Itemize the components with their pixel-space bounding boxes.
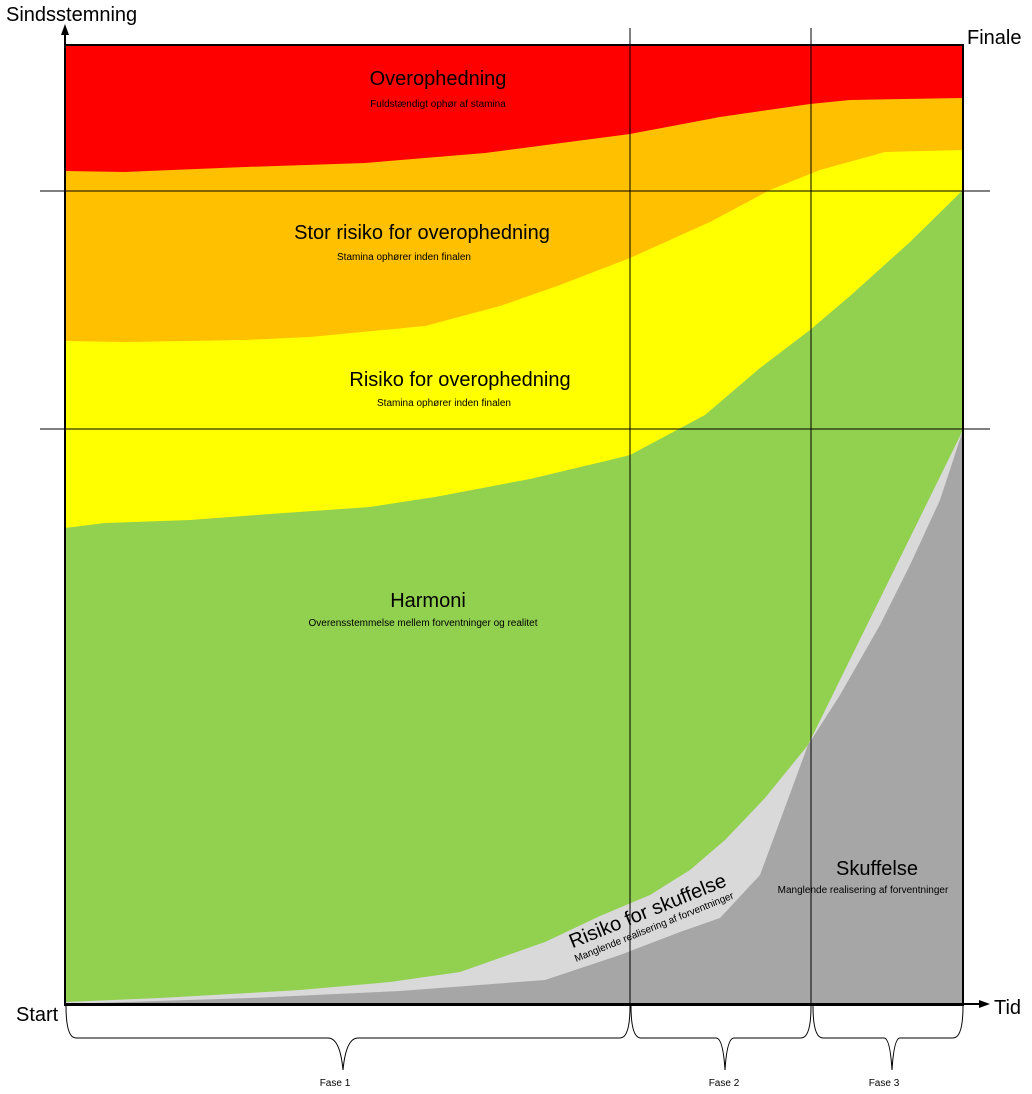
phase-label-2: Fase 2 xyxy=(709,1078,740,1089)
finale-label: Finale xyxy=(967,27,1021,49)
zone-skuffelse-subtitle: Manglende realisering af forventninger xyxy=(778,885,949,896)
zone-skuffelse-area xyxy=(65,430,963,1005)
zone-overophedning-subtitle: Fuldstændigt ophør af stamina xyxy=(370,99,506,110)
y-axis-arrowhead-icon xyxy=(61,24,69,35)
phase-brace-2 xyxy=(630,1005,812,1071)
start-label: Start xyxy=(16,1004,59,1026)
zone-skuffelse-title: Skuffelse xyxy=(836,858,918,880)
zone-risiko-overophedning-subtitle: Stamina ophører inden finalen xyxy=(377,398,511,409)
zone-overophedning-title: Overophedning xyxy=(370,68,507,90)
zone-harmoni-area xyxy=(65,190,963,1005)
x-axis-label: Tid xyxy=(994,997,1021,1019)
zone-risiko-skuffelse-area xyxy=(65,430,963,1005)
x-axis-arrowhead-icon xyxy=(979,1000,990,1008)
zone-harmoni-subtitle: Overensstemmelse mellem forventninger og… xyxy=(309,618,538,629)
phase-brace-1 xyxy=(65,1005,631,1071)
zone-stor-risiko-subtitle: Stamina ophører inden finalen xyxy=(337,252,471,263)
zone-harmoni-title: Harmoni xyxy=(390,590,466,612)
phase-label-3: Fase 3 xyxy=(869,1078,900,1089)
zone-risiko-overophedning-title: Risiko for overophedning xyxy=(349,369,570,391)
zone-stor-risiko-title: Stor risiko for overophedning xyxy=(294,222,550,244)
phase-brace-3 xyxy=(812,1005,964,1071)
phase-label-1: Fase 1 xyxy=(320,1078,351,1089)
y-axis-label: Sindsstemning xyxy=(6,4,137,26)
